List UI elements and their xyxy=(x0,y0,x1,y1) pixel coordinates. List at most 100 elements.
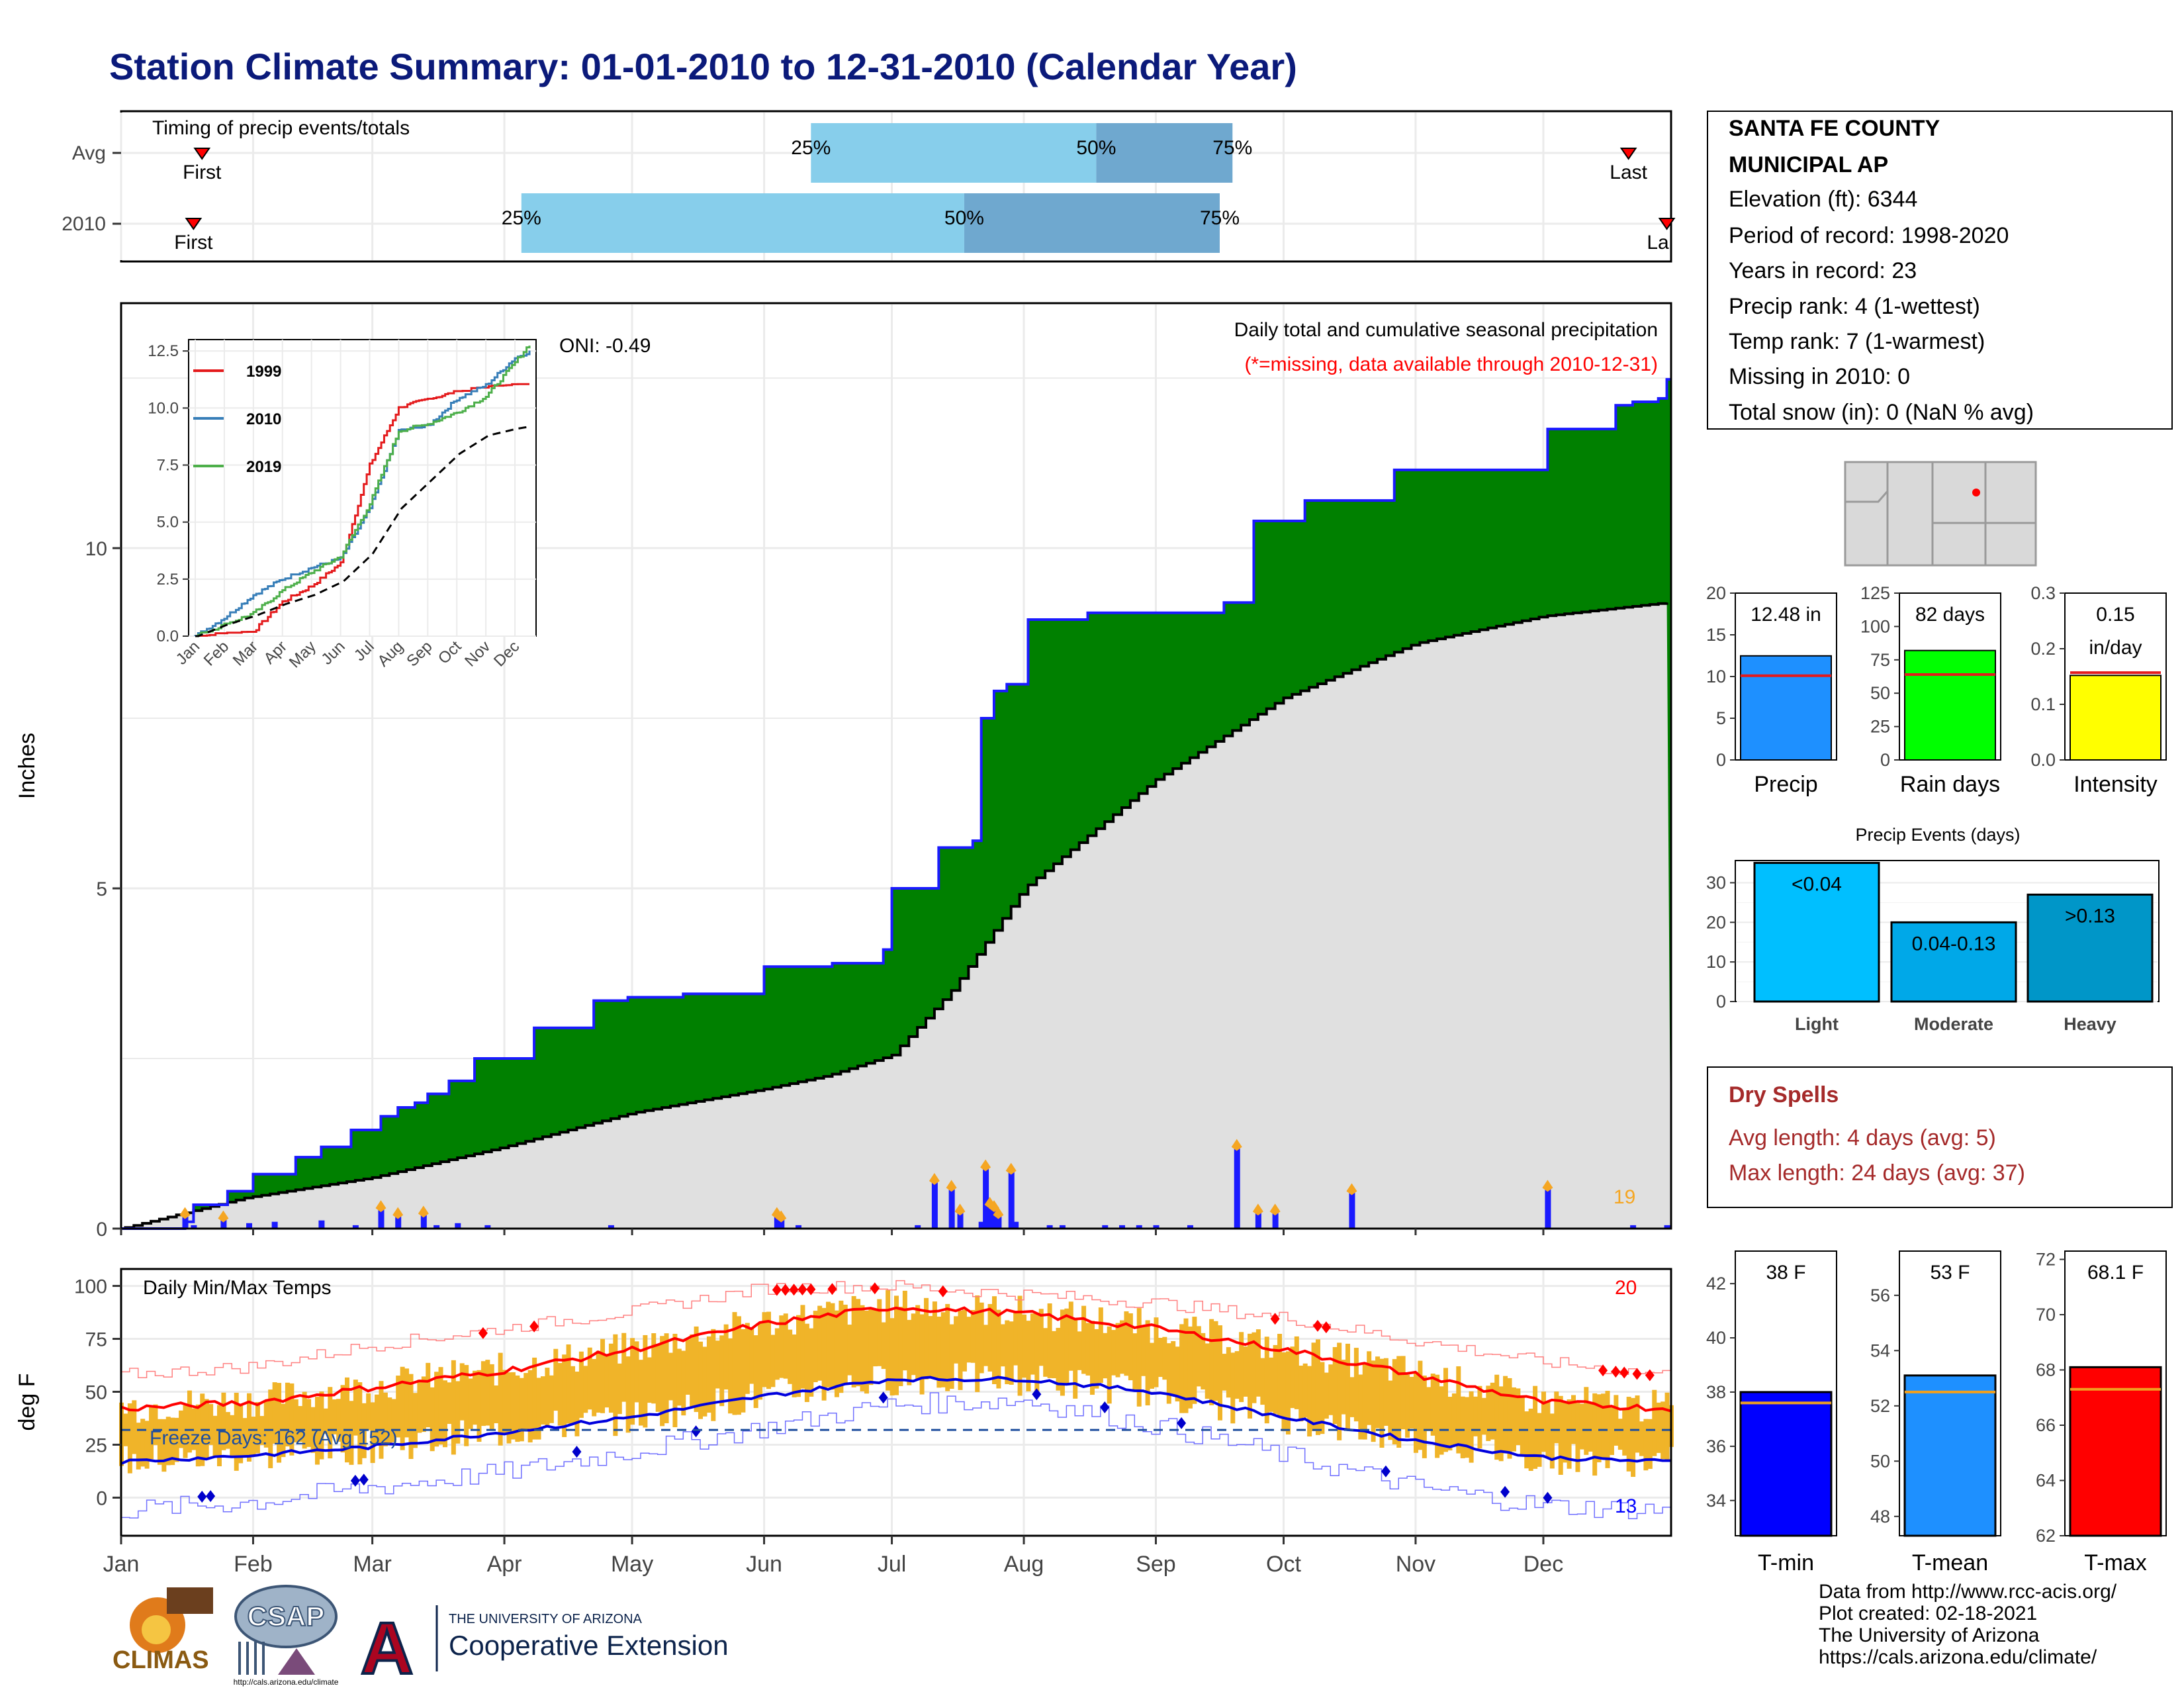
record-low-marker xyxy=(359,1474,369,1486)
daily-precip-bar xyxy=(1255,1211,1261,1229)
credit-plot-created: Plot created: 02-18-2021 xyxy=(1819,1603,2038,1624)
temp-summary-ytick-label: 36 xyxy=(1706,1436,1726,1456)
daily-temp-range-bar xyxy=(1426,1387,1432,1431)
record-high-marker xyxy=(806,1283,816,1295)
daily-temp-range-bar xyxy=(1609,1405,1614,1456)
daily-temp-range-bar xyxy=(1043,1328,1048,1377)
station-years: Years in record: 23 xyxy=(1729,258,1917,283)
temp-summary-bar-t-max xyxy=(2069,1366,2162,1537)
daily-temp-range-bar xyxy=(426,1362,431,1428)
daily-precip-bar xyxy=(915,1225,921,1229)
daily-temp-range-bar xyxy=(694,1326,699,1413)
last-event-marker xyxy=(1619,148,1637,160)
daily-temp-range-bar xyxy=(1311,1342,1316,1431)
daily-temp-range-bar xyxy=(332,1399,337,1434)
daily-temp-range-bar xyxy=(383,1392,388,1446)
month-label: Jan xyxy=(103,1552,140,1577)
daily-temp-range-bar xyxy=(796,1315,801,1397)
daily-temp-range-bar xyxy=(881,1322,886,1369)
daily-temp-range-bar xyxy=(1017,1295,1023,1396)
daily-temp-range-bar xyxy=(132,1400,137,1454)
daily-precip-marker xyxy=(1269,1203,1281,1216)
events-bar-tag: <0.04 xyxy=(1792,874,1842,896)
temp-summary-label: T-mean xyxy=(1912,1550,1988,1575)
daily-precip-bar xyxy=(1153,1225,1160,1229)
temp-summary-ytick-label: 42 xyxy=(1706,1274,1726,1293)
daily-temp-range-bar xyxy=(1328,1364,1334,1415)
dry-spells-avg: Avg length: 4 days (avg: 5) xyxy=(1729,1125,1996,1150)
daily-temp-range-bar xyxy=(1371,1360,1376,1442)
daily-precip-bar xyxy=(978,1221,985,1229)
daily-precip-bar xyxy=(271,1221,278,1229)
daily-temp-range-bar xyxy=(473,1370,478,1425)
month-label: Nov xyxy=(1396,1552,1435,1577)
daily-temp-range-bar xyxy=(353,1380,358,1436)
daily-precip-marker xyxy=(1252,1203,1263,1216)
daily-temp-range-bar xyxy=(285,1382,290,1447)
station-info-box: SANTA FE COUNTY MUNICIPAL AP Elevation (… xyxy=(1707,111,2173,430)
daily-temp-range-bar xyxy=(1175,1346,1180,1402)
daily-temp-range-bar xyxy=(1294,1336,1299,1409)
daily-precip-bar xyxy=(1187,1225,1193,1229)
precip-ylabel: Inches xyxy=(15,733,40,799)
daily-temp-range-bar xyxy=(1124,1311,1129,1376)
daily-temp-range-bar xyxy=(1022,1314,1027,1378)
locator-map xyxy=(1844,461,2037,567)
daily-temp-range-bar xyxy=(1341,1360,1346,1415)
events-title: Precip Events (days) xyxy=(1855,825,2020,845)
daily-temp-range-bar xyxy=(408,1374,414,1460)
daily-temp-range-bar xyxy=(540,1376,545,1425)
daily-temp-range-bar xyxy=(856,1299,861,1387)
events-bar-light xyxy=(1753,862,1880,1003)
record-min-line xyxy=(121,1392,1672,1519)
daily-temp-range-bar xyxy=(1115,1323,1120,1378)
precip-ytick-label: 0 xyxy=(96,1219,107,1241)
daily-temp-range-bar xyxy=(161,1419,167,1472)
precip-panel: Daily total and cumulative seasonal prec… xyxy=(15,302,1672,1241)
events-bar-tag: 0.04-0.13 xyxy=(1912,933,1996,955)
ua-line2: Cooperative Extension xyxy=(449,1630,729,1661)
daily-temp-range-bar xyxy=(498,1352,503,1446)
daily-temp-range-bar xyxy=(804,1323,809,1402)
daily-temp-range-bar xyxy=(1367,1351,1372,1425)
daily-temp-range-bar xyxy=(1558,1395,1563,1475)
events-ytick-label: 10 xyxy=(1706,952,1726,972)
daily-temp-range-bar xyxy=(1320,1362,1325,1434)
daily-temp-range-bar xyxy=(741,1329,746,1413)
daily-temp-range-bar xyxy=(1405,1374,1410,1438)
daily-temp-range-bar xyxy=(1647,1419,1653,1469)
daily-temp-range-bar xyxy=(1571,1395,1576,1444)
daily-precip-bar xyxy=(1008,1170,1015,1229)
first-event-marker xyxy=(193,148,211,160)
daily-temp-range-bar xyxy=(357,1382,363,1465)
events-ytick-label: 0 xyxy=(1716,992,1726,1011)
daily-temp-range-bar xyxy=(617,1363,622,1415)
daily-temp-range-bar xyxy=(1013,1311,1019,1366)
daily-temp-range-bar xyxy=(987,1303,993,1372)
daily-temp-range-bar xyxy=(915,1305,921,1380)
first-event-label: First xyxy=(174,232,213,254)
daily-precip-marker xyxy=(954,1203,966,1216)
daily-temp-range-bar xyxy=(179,1410,184,1448)
summary-bar-rain-days xyxy=(1904,649,1996,761)
daily-temp-range-bar xyxy=(613,1334,618,1436)
daily-temp-range-bar xyxy=(886,1289,891,1391)
daily-temp-range-bar xyxy=(1222,1354,1227,1391)
record-high-marker xyxy=(789,1284,799,1296)
daily-temp-range-bar xyxy=(842,1304,848,1384)
daily-temp-range-bar xyxy=(1486,1385,1491,1441)
daily-temp-range-bar xyxy=(1068,1301,1073,1371)
daily-temp-range-bar xyxy=(268,1389,273,1468)
daily-temp-range-bar xyxy=(638,1360,643,1426)
temp-ytick-label: 100 xyxy=(74,1276,107,1298)
daily-precip-marker xyxy=(980,1159,991,1172)
daily-temp-range-bar xyxy=(745,1323,750,1394)
daily-temp-range-bar xyxy=(770,1335,776,1387)
summary-ytick-label: 0.0 xyxy=(2030,750,2056,770)
credit-data-source: Data from http://www.rcc-acis.org/ xyxy=(1819,1581,2117,1603)
daily-temp-range-bar xyxy=(208,1404,214,1445)
daily-temp-range-bar xyxy=(1269,1357,1274,1412)
summary-ytick-label: 100 xyxy=(1860,616,1890,636)
events-ytick-label: 30 xyxy=(1706,873,1726,893)
daily-temp-range-bar xyxy=(868,1308,874,1385)
